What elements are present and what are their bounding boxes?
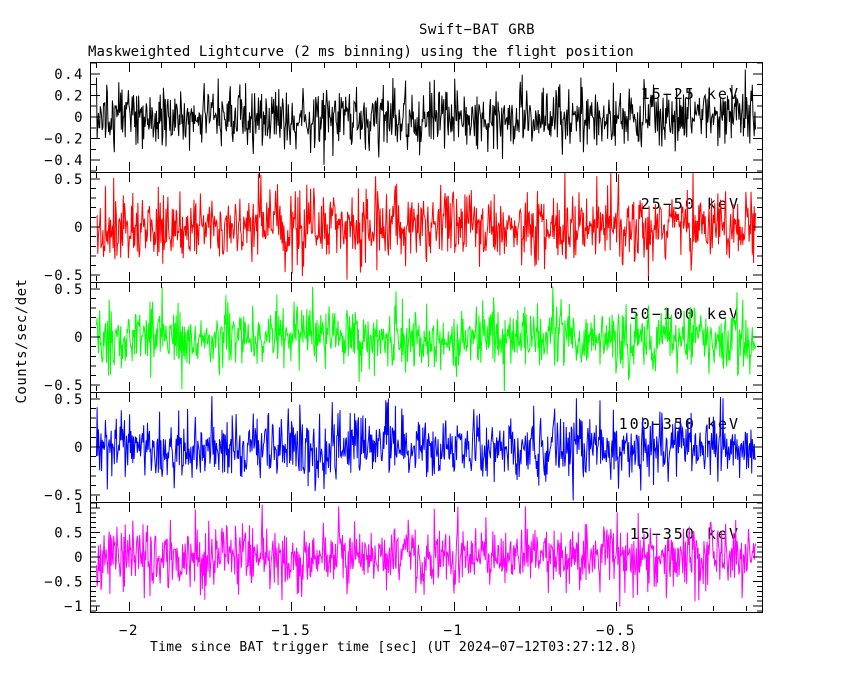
- band-label-100-350-kev: 100−350 keV: [619, 415, 740, 433]
- y-tick-label: −0.5: [44, 378, 84, 394]
- y-tick-label: −1: [64, 599, 84, 615]
- y-tick-label: −0.5: [44, 575, 84, 591]
- band-label-15-350-kev: 15−350 keV: [630, 525, 740, 543]
- lightcurve-series-25-50-kev: [96, 173, 756, 280]
- band-label-25-50-kev: 25−50 keV: [641, 195, 740, 213]
- band-label-50-100-kev: 50−100 keV: [630, 305, 740, 323]
- y-tick-label: −0.4: [44, 153, 84, 169]
- plot-subtitle: Maskweighted Lightcurve (2 ms binning) u…: [88, 44, 634, 60]
- x-tick-label: −1: [444, 623, 464, 639]
- y-tick-label: 0: [74, 440, 84, 456]
- x-tick-label: −1.5: [271, 623, 311, 639]
- x-tick-label: −0.5: [596, 623, 636, 639]
- panel-ticks: [91, 393, 762, 501]
- panel-100-350-kev: 100−350 keV 0.5 0 −0.5: [44, 392, 763, 504]
- panel-25-50-kev: 25−50 keV 0.5 0 −0.5: [44, 172, 763, 284]
- y-tick-label: 0.2: [54, 88, 84, 104]
- y-tick-label: 0.5: [54, 392, 84, 408]
- y-tick-label: −0.2: [44, 132, 84, 148]
- x-tick-label: −2: [119, 623, 139, 639]
- y-tick-label: 0: [74, 110, 84, 126]
- y-tick-label: 0: [74, 550, 84, 566]
- y-tick-label: 0.5: [54, 282, 84, 298]
- panel-frame: [90, 502, 763, 613]
- y-tick-label: 0: [74, 220, 84, 236]
- panel-ticks: [91, 502, 762, 612]
- lightcurve-series-15-25-kev: [96, 69, 756, 165]
- panel-ticks: [91, 283, 762, 391]
- y-tick-label: 0.4: [54, 67, 84, 83]
- y-tick-label: 0.5: [54, 172, 84, 188]
- lightcurve-series-15-350-kev: [96, 504, 756, 607]
- panel-50-100-kev: 50−100 keV 0.5 0 −0.5: [44, 282, 763, 394]
- panel-ticks: [91, 62, 762, 172]
- panel-ticks: [91, 173, 762, 281]
- plot-title: Swift−BAT GRB: [418, 22, 536, 38]
- lightcurve-series-50-100-kev: [96, 286, 756, 391]
- panel-15-350-kev: 15−350 keV 1 0.5 0 −0.5 −1: [44, 501, 763, 615]
- y-tick-label: 1: [74, 501, 84, 517]
- lightcurve-series-100-350-kev: [96, 396, 756, 501]
- y-tick-label: −0.5: [44, 488, 84, 504]
- x-axis-label: Time since BAT trigger time [sec] (UT 20…: [150, 640, 638, 655]
- panel-frame: [90, 62, 763, 173]
- y-tick-label: 0.5: [54, 525, 84, 541]
- y-tick-label: −0.5: [44, 268, 84, 284]
- y-tick-label: 0: [74, 330, 84, 346]
